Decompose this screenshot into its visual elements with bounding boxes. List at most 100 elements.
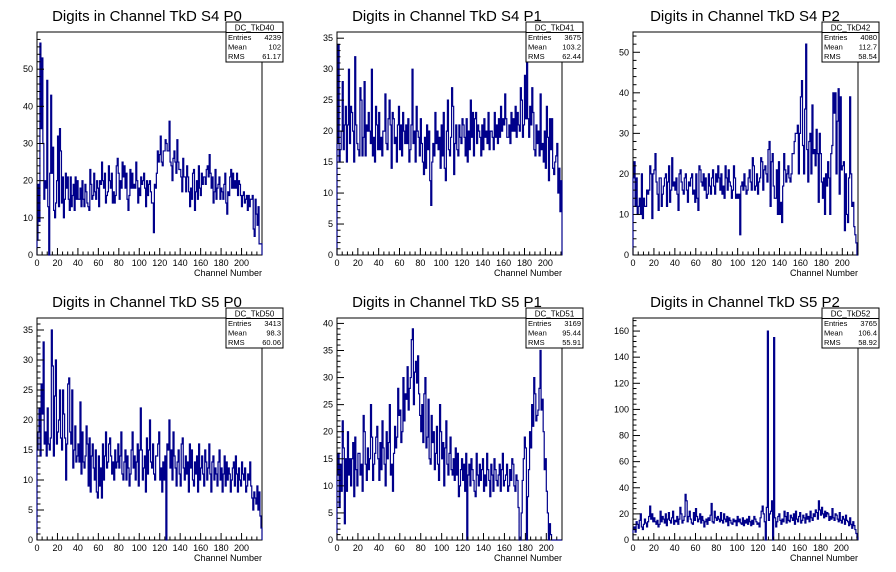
x-tick-label: 60 (394, 258, 404, 268)
stats-key: Entries (824, 33, 848, 42)
y-tick-label: 10 (23, 475, 33, 485)
y-tick-label: 10 (23, 213, 33, 223)
y-tick-label: 140 (614, 352, 629, 362)
y-tick-label: 5 (28, 505, 33, 515)
stats-name: DC_TkD42 (831, 24, 871, 33)
stats-key: Mean (824, 329, 843, 338)
x-tick-label: 120 (455, 543, 470, 553)
stats-name: DC_TkD50 (235, 310, 275, 319)
stats-value: 61.17 (262, 52, 281, 61)
x-tick-label: 180 (813, 543, 828, 553)
x-tick-label: 100 (730, 543, 745, 553)
x-tick-label: 160 (496, 258, 511, 268)
y-tick-label: 15 (323, 454, 333, 464)
x-tick-label: 120 (152, 543, 167, 553)
y-tick-label: 5 (328, 219, 333, 229)
y-tick-label: 50 (23, 64, 33, 74)
stats-key: Mean (528, 329, 547, 338)
stats-value: 58.92 (858, 338, 877, 347)
y-tick-label: 0 (328, 250, 333, 260)
y-tick-label: 5 (328, 508, 333, 518)
x-tick-label: 200 (234, 258, 249, 268)
y-tick-label: 20 (323, 427, 333, 437)
x-tick-label: 80 (114, 258, 124, 268)
stats-key: RMS (824, 338, 841, 347)
y-tick-label: 15 (23, 445, 33, 455)
stats-value: 106.4 (858, 329, 877, 338)
x-tick-label: 0 (334, 543, 339, 553)
stats-key: RMS (528, 52, 545, 61)
stats-value: 3765 (860, 319, 877, 328)
x-tick-label: 140 (173, 258, 188, 268)
x-tick-label: 140 (173, 543, 188, 553)
stats-key: RMS (228, 52, 245, 61)
x-tick-label: 120 (750, 543, 765, 553)
histogram-series (336, 328, 562, 541)
x-axis-label: Channel Number (790, 268, 858, 278)
stats-key: RMS (228, 338, 245, 347)
x-tick-label: 0 (334, 258, 339, 268)
x-tick-label: 100 (434, 258, 449, 268)
x-tick-label: 60 (690, 543, 700, 553)
x-tick-label: 200 (539, 543, 554, 553)
x-tick-label: 100 (132, 258, 147, 268)
x-tick-label: 40 (73, 258, 83, 268)
stats-value: 55.91 (562, 338, 581, 347)
stats-value: 4239 (264, 33, 281, 42)
y-tick-label: 25 (323, 95, 333, 105)
y-tick-label: 15 (323, 157, 333, 167)
y-tick-label: 10 (323, 481, 333, 491)
x-tick-label: 80 (711, 543, 721, 553)
x-tick-label: 160 (793, 258, 808, 268)
x-tick-label: 200 (538, 258, 553, 268)
y-tick-label: 160 (614, 326, 629, 336)
x-tick-label: 200 (835, 258, 850, 268)
x-tick-label: 100 (132, 543, 147, 553)
x-tick-label: 140 (476, 543, 491, 553)
y-tick-label: 20 (323, 126, 333, 136)
x-tick-label: 80 (416, 543, 426, 553)
plot-frame (36, 31, 263, 256)
x-axis-label: Channel Number (194, 553, 262, 563)
chart-title: Digits in Channel TkD S5 P0 (52, 294, 242, 311)
stats-name: DC_TkD52 (831, 310, 871, 319)
x-tick-label: 0 (630, 258, 635, 268)
x-tick-label: 200 (234, 543, 249, 553)
x-tick-label: 0 (630, 543, 635, 553)
y-tick-label: 30 (23, 139, 33, 149)
y-tick-label: 60 (619, 457, 629, 467)
y-tick-label: 100 (614, 404, 629, 414)
x-tick-label: 40 (670, 543, 680, 553)
stats-key: Entries (824, 319, 848, 328)
x-tick-label: 20 (649, 543, 659, 553)
x-tick-label: 60 (93, 543, 103, 553)
chart-title: Digits in Channel TkD S5 P1 (352, 294, 542, 311)
pad-2: Digits in Channel TkD S4 P20 20 40 60 80 100 1… (619, 8, 880, 278)
histogram-series (36, 329, 263, 541)
y-tick-label: 30 (619, 128, 629, 138)
x-tick-label: 20 (52, 258, 62, 268)
stats-key: Entries (228, 33, 252, 42)
y-tick-label: 20 (23, 415, 33, 425)
x-tick-label: 40 (73, 543, 83, 553)
x-tick-label: 0 (34, 258, 39, 268)
stats-value: 58.54 (858, 52, 877, 61)
x-tick-label: 40 (374, 258, 384, 268)
x-tick-label: 80 (712, 258, 722, 268)
y-tick-label: 0 (328, 535, 333, 545)
y-tick-label: 35 (323, 345, 333, 355)
x-tick-label: 100 (434, 543, 449, 553)
stats-value: 112.7 (859, 43, 877, 52)
x-tick-label: 120 (152, 258, 167, 268)
stats-value: 62.44 (562, 52, 581, 61)
histogram-series (632, 330, 859, 541)
stats-key: Mean (528, 43, 547, 52)
histogram-series (632, 43, 858, 256)
x-tick-label: 160 (497, 543, 512, 553)
y-tick-label: 20 (619, 169, 629, 179)
x-tick-label: 160 (792, 543, 807, 553)
pad-5: Digits in Channel TkD S5 P2 0 20 40 60 80 100 1… (614, 294, 880, 563)
